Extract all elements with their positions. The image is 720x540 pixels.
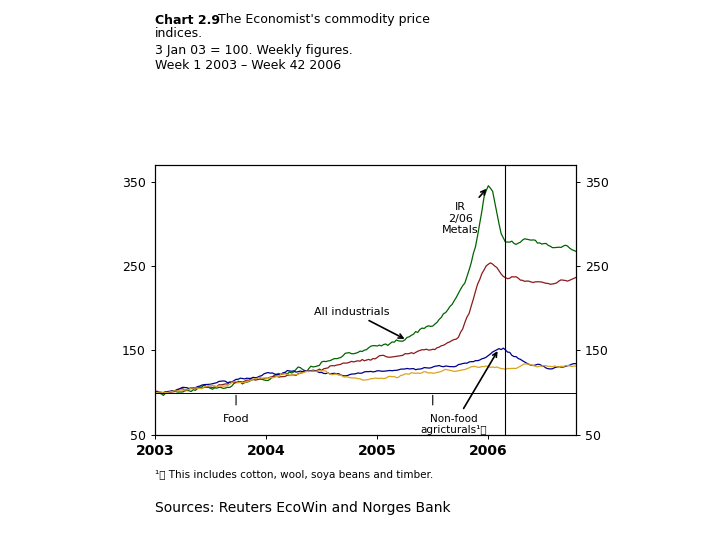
Text: 3 Jan 03 = 100. Weekly figures.: 3 Jan 03 = 100. Weekly figures. xyxy=(155,44,353,57)
Text: The Economist's commodity price: The Economist's commodity price xyxy=(214,14,430,26)
Text: Non-food
agricturals¹⧩: Non-food agricturals¹⧩ xyxy=(420,353,497,435)
Text: indices.: indices. xyxy=(155,27,203,40)
Text: IR
2/06
Metals: IR 2/06 Metals xyxy=(442,190,485,235)
Text: ¹⧩ This includes cotton, wool, soya beans and timber.: ¹⧩ This includes cotton, wool, soya bean… xyxy=(155,470,433,480)
Text: Week 1 2003 – Week 42 2006: Week 1 2003 – Week 42 2006 xyxy=(155,59,341,72)
Text: Chart 2.9: Chart 2.9 xyxy=(155,14,220,26)
Text: Sources: Reuters EcoWin and Norges Bank: Sources: Reuters EcoWin and Norges Bank xyxy=(155,501,451,515)
Text: All industrials: All industrials xyxy=(314,307,403,338)
Text: Food: Food xyxy=(222,415,249,424)
